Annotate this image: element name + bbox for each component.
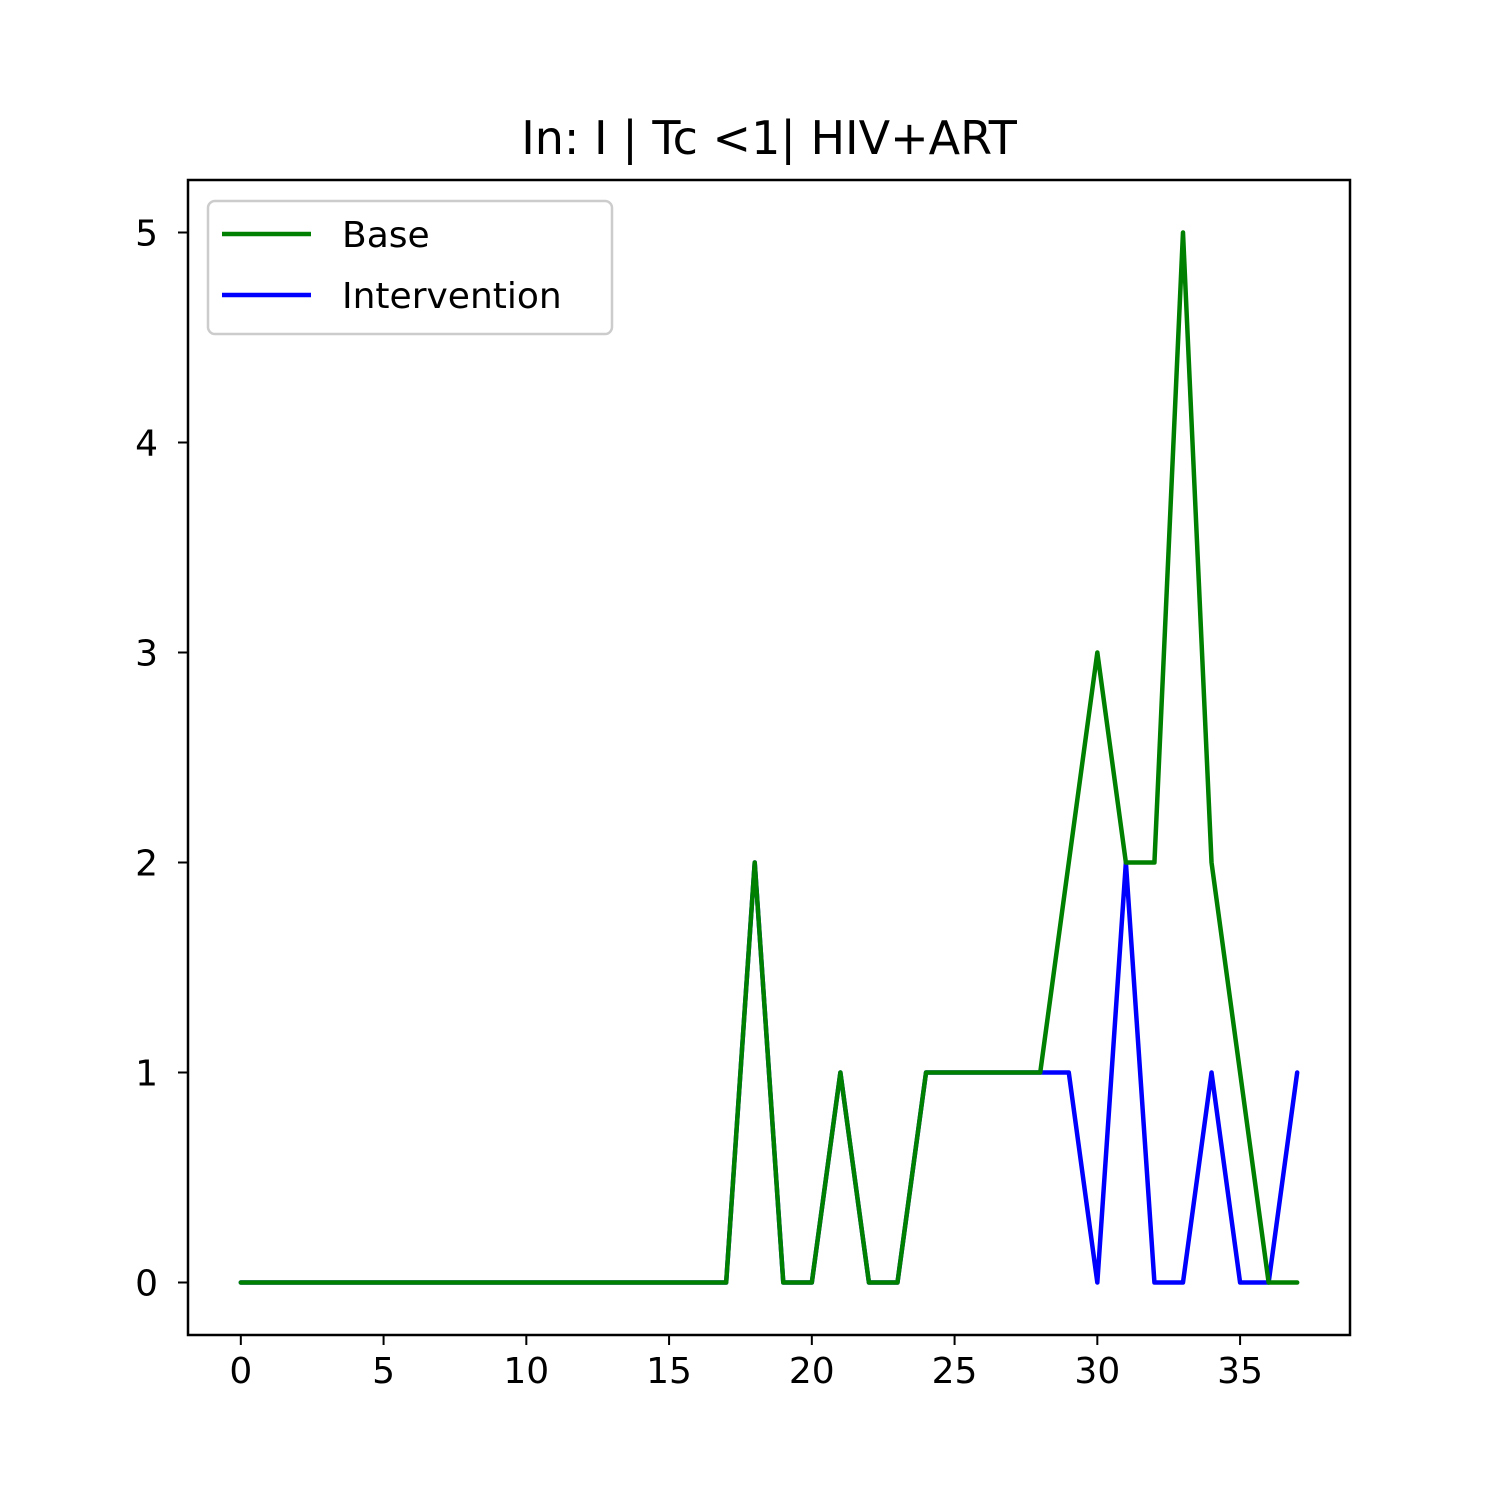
x-tick-label: 35	[1217, 1351, 1263, 1392]
legend-label-base: Base	[342, 215, 430, 256]
x-tick-label: 25	[932, 1351, 978, 1392]
y-tick-label: 4	[135, 424, 158, 465]
chart-title: In: I | Tc <1| HIV+ART	[521, 111, 1018, 166]
x-tick-label: 10	[503, 1351, 549, 1392]
y-tick-label: 3	[135, 634, 158, 675]
x-tick-label: 30	[1074, 1351, 1120, 1392]
y-tick-label: 2	[135, 844, 158, 885]
y-tick-label: 5	[135, 214, 158, 255]
x-tick-label: 0	[229, 1351, 252, 1392]
legend-label-intervention: Intervention	[342, 276, 562, 317]
series-layer	[238, 230, 1300, 1285]
x-tick-label: 20	[789, 1351, 835, 1392]
x-axis: 0 5 10 15 20 25 30 35	[229, 1335, 1263, 1392]
x-tick-label: 15	[646, 1351, 692, 1392]
y-tick-label: 0	[135, 1264, 158, 1305]
legend: Base Intervention	[206, 199, 614, 336]
y-axis: 0 1 2 3 4 5	[135, 214, 188, 1305]
y-tick-label: 1	[135, 1054, 158, 1095]
series-line-base	[238, 230, 1300, 1285]
axes-frame	[186, 178, 1352, 1337]
x-tick-label: 5	[372, 1351, 395, 1392]
